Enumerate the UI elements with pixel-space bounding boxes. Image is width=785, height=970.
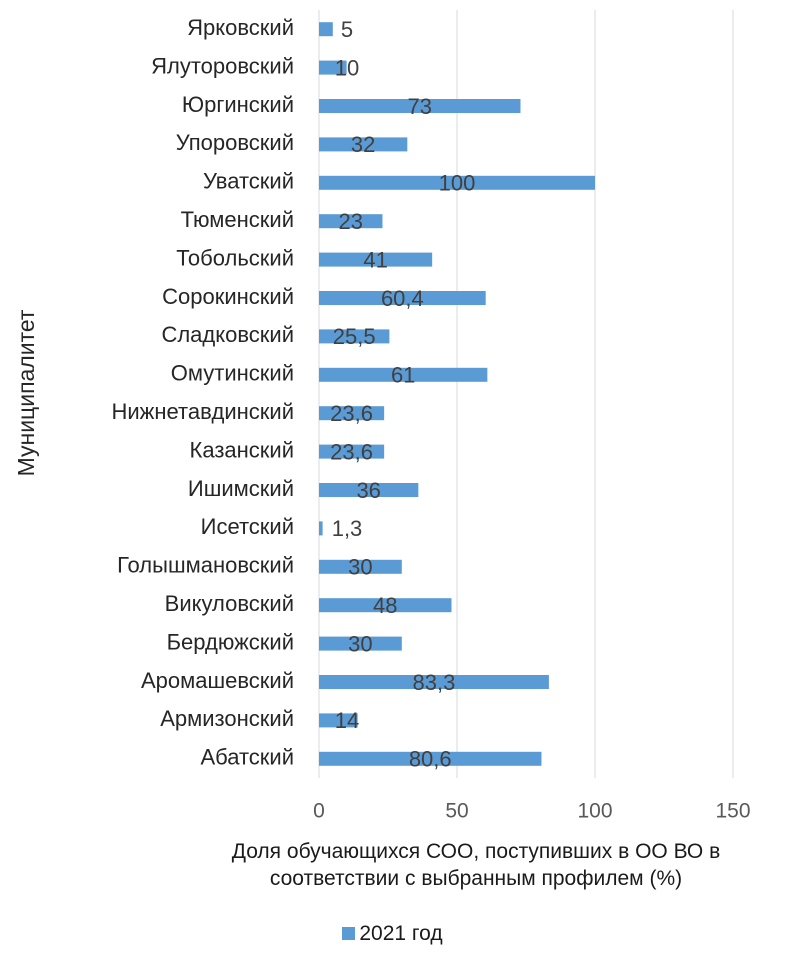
bar (319, 483, 419, 497)
value-label: 36 (356, 478, 380, 503)
bar (319, 636, 402, 651)
bar (319, 329, 390, 344)
value-label: 25,5 (333, 324, 376, 349)
value-label: 100 (439, 171, 476, 196)
value-label: 30 (348, 555, 372, 580)
y-tick-label: Тюменский (181, 207, 294, 232)
value-label: 23,6 (330, 439, 373, 464)
bar (319, 559, 402, 574)
y-tick-label: Упоровский (176, 130, 294, 155)
value-label: 10 (335, 55, 359, 80)
y-axis-title: Муниципалитет (13, 309, 39, 476)
x-tick-label: 0 (313, 800, 325, 823)
value-label: 23,6 (330, 401, 373, 426)
bar (319, 291, 486, 305)
y-tick-label: Казанский (190, 437, 294, 462)
x-tick-label: 50 (445, 800, 468, 823)
bar (319, 214, 383, 229)
y-tick-label: Викуловский (165, 591, 294, 616)
x-tick-label: 100 (577, 800, 612, 823)
bar (319, 22, 333, 37)
value-label: 73 (407, 94, 431, 119)
y-tick-label: Бердюжский (167, 629, 294, 654)
bar (319, 252, 433, 267)
y-tick-label: Сладковский (161, 322, 294, 347)
value-label: 41 (363, 247, 387, 272)
value-label: 1,3 (332, 516, 363, 541)
y-tick-label: Юргинский (182, 92, 294, 117)
x-tick-label: 150 (715, 800, 750, 823)
value-label: 32 (351, 132, 375, 157)
legend-swatch (342, 927, 356, 940)
bar (319, 99, 521, 113)
y-tick-label: Абатский (200, 745, 294, 770)
value-label: 48 (373, 593, 397, 618)
y-tick-label: Аромашевский (141, 668, 294, 693)
value-label: 14 (335, 708, 359, 733)
value-label: 5 (341, 17, 353, 42)
x-axis-title: Доля обучающихся СОО, поступивших в ОО В… (231, 840, 721, 890)
bar (319, 444, 385, 459)
y-tick-label: Голышмановский (117, 553, 294, 578)
value-label: 61 (391, 363, 415, 388)
y-tick-label: Ялуторовский (151, 53, 294, 78)
y-tick-label: Исетский (201, 514, 294, 539)
y-tick-label: Армизонский (160, 706, 294, 731)
bar (319, 675, 549, 689)
bar (319, 60, 347, 75)
bar (319, 406, 385, 421)
y-tick-label: Омутинский (171, 361, 294, 386)
y-tick-label: Сорокинский (162, 284, 294, 309)
value-label: 60,4 (381, 286, 424, 311)
bar (319, 713, 358, 728)
bar (319, 751, 542, 766)
bar (319, 598, 452, 613)
bar (319, 521, 323, 536)
legend: 2021 год (0, 922, 785, 946)
bar (319, 367, 488, 382)
y-tick-label: Тобольский (176, 245, 294, 270)
value-label: 30 (348, 631, 372, 656)
value-label: 23 (338, 209, 362, 234)
bar (319, 137, 408, 152)
bar (319, 175, 595, 190)
y-tick-label: Уватский (203, 169, 294, 194)
value-label: 80,6 (409, 747, 452, 772)
legend-label: 2021 год (359, 922, 443, 945)
y-tick-label: Ишимский (188, 476, 294, 501)
y-tick-label: Ярковский (187, 15, 294, 40)
value-label: 83,3 (413, 670, 456, 695)
y-tick-label: Нижнетавдинский (111, 399, 294, 424)
